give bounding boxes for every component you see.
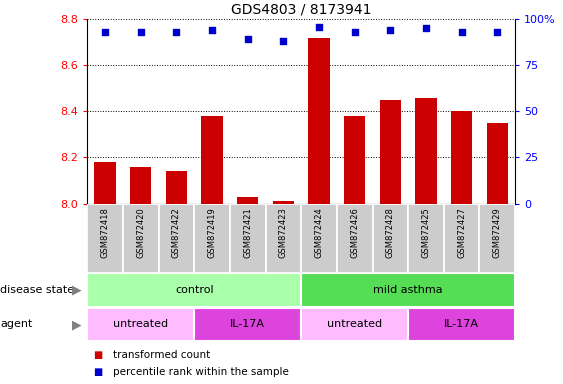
Text: percentile rank within the sample: percentile rank within the sample bbox=[113, 367, 288, 377]
Text: GSM872427: GSM872427 bbox=[457, 207, 466, 258]
FancyBboxPatch shape bbox=[230, 204, 266, 273]
Text: ▶: ▶ bbox=[72, 318, 82, 331]
Text: ■: ■ bbox=[93, 350, 102, 360]
FancyBboxPatch shape bbox=[480, 204, 515, 273]
Text: GSM872419: GSM872419 bbox=[208, 207, 217, 258]
Text: ▶: ▶ bbox=[72, 283, 82, 296]
Text: GSM872424: GSM872424 bbox=[315, 207, 324, 258]
Bar bbox=[309, 38, 330, 204]
Title: GDS4803 / 8173941: GDS4803 / 8173941 bbox=[231, 3, 372, 17]
Bar bbox=[272, 201, 294, 204]
Point bbox=[350, 29, 359, 35]
Text: disease state: disease state bbox=[0, 285, 74, 295]
Bar bbox=[415, 98, 437, 204]
FancyBboxPatch shape bbox=[444, 204, 480, 273]
FancyBboxPatch shape bbox=[123, 204, 159, 273]
Text: GSM872420: GSM872420 bbox=[136, 207, 145, 258]
Point bbox=[315, 23, 324, 30]
Text: ■: ■ bbox=[93, 367, 102, 377]
Bar bbox=[486, 123, 508, 204]
Text: GSM872422: GSM872422 bbox=[172, 207, 181, 258]
Text: GSM872423: GSM872423 bbox=[279, 207, 288, 258]
Text: GSM872429: GSM872429 bbox=[493, 207, 502, 258]
Bar bbox=[344, 116, 365, 204]
FancyBboxPatch shape bbox=[159, 204, 194, 273]
FancyBboxPatch shape bbox=[87, 308, 194, 341]
Bar bbox=[95, 162, 116, 204]
FancyBboxPatch shape bbox=[301, 204, 337, 273]
Point bbox=[208, 27, 217, 33]
Point bbox=[172, 29, 181, 35]
Point bbox=[243, 36, 252, 43]
Text: untreated: untreated bbox=[327, 319, 382, 329]
Bar bbox=[379, 100, 401, 204]
FancyBboxPatch shape bbox=[87, 273, 301, 306]
Bar bbox=[237, 197, 258, 204]
Point bbox=[386, 27, 395, 33]
FancyBboxPatch shape bbox=[194, 204, 230, 273]
FancyBboxPatch shape bbox=[266, 204, 301, 273]
Point bbox=[279, 38, 288, 45]
Text: mild asthma: mild asthma bbox=[373, 285, 443, 295]
Point bbox=[457, 29, 466, 35]
Bar bbox=[202, 116, 223, 204]
Text: transformed count: transformed count bbox=[113, 350, 210, 360]
Text: untreated: untreated bbox=[113, 319, 168, 329]
FancyBboxPatch shape bbox=[337, 204, 373, 273]
Bar bbox=[166, 171, 187, 204]
FancyBboxPatch shape bbox=[408, 308, 515, 341]
FancyBboxPatch shape bbox=[194, 308, 301, 341]
FancyBboxPatch shape bbox=[408, 204, 444, 273]
FancyBboxPatch shape bbox=[87, 204, 123, 273]
Text: IL-17A: IL-17A bbox=[444, 319, 479, 329]
FancyBboxPatch shape bbox=[373, 204, 408, 273]
Text: GSM872425: GSM872425 bbox=[422, 207, 431, 258]
Point bbox=[422, 25, 431, 31]
Text: GSM872426: GSM872426 bbox=[350, 207, 359, 258]
Bar bbox=[451, 111, 472, 204]
Text: GSM872421: GSM872421 bbox=[243, 207, 252, 258]
Text: GSM872428: GSM872428 bbox=[386, 207, 395, 258]
Text: agent: agent bbox=[0, 319, 33, 329]
Point bbox=[101, 29, 110, 35]
Text: GSM872418: GSM872418 bbox=[101, 207, 110, 258]
Point bbox=[493, 29, 502, 35]
Text: IL-17A: IL-17A bbox=[230, 319, 265, 329]
Bar bbox=[130, 167, 151, 204]
FancyBboxPatch shape bbox=[301, 273, 515, 306]
FancyBboxPatch shape bbox=[301, 308, 408, 341]
Point bbox=[136, 29, 145, 35]
Text: control: control bbox=[175, 285, 213, 295]
